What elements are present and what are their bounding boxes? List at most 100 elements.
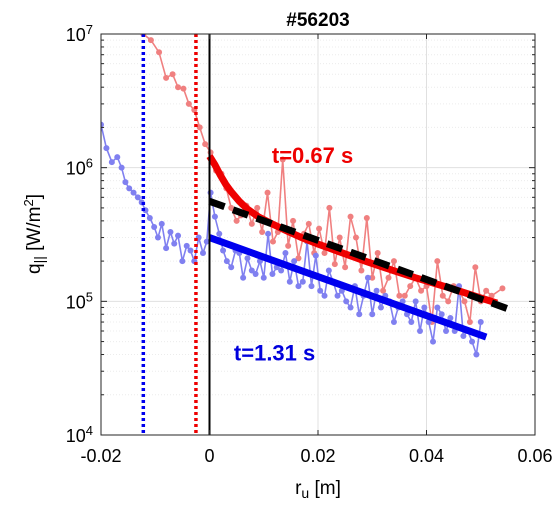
data-point (316, 225, 323, 232)
vertical-lines (141, 34, 211, 435)
data-point (407, 283, 414, 290)
y-axis-label-close: ] (24, 194, 45, 199)
x-tick-label: 0.04 (409, 446, 444, 466)
data-point (122, 179, 129, 186)
data-point (207, 149, 214, 156)
data-point (114, 154, 121, 161)
data-point (185, 100, 192, 107)
data-point (364, 274, 371, 281)
data-point (439, 292, 446, 299)
data-point (134, 194, 141, 201)
data-point (254, 204, 261, 211)
data-point (412, 298, 419, 305)
y-axis-label: q|| [W/m2] (21, 194, 48, 274)
data-point (380, 287, 387, 294)
data-point (203, 238, 210, 245)
y-tick-label-base: 10 (66, 292, 86, 312)
data-point (445, 298, 452, 305)
data-point (211, 213, 218, 220)
data-point (305, 220, 312, 227)
ticks (100, 33, 536, 436)
data-point (408, 319, 415, 326)
data-point (347, 304, 354, 311)
data-point (278, 267, 285, 274)
data-point (390, 258, 397, 265)
data-point (472, 264, 479, 271)
data-point (220, 247, 227, 254)
series-0 (140, 34, 506, 326)
data-point (416, 327, 423, 334)
data-point (260, 274, 267, 281)
data-point (358, 267, 365, 274)
y-tick-label-exponent: 4 (86, 423, 93, 438)
data-point (418, 287, 425, 294)
data-point (434, 304, 441, 311)
data-point (342, 264, 349, 271)
y-tick-label: 107 (66, 22, 93, 46)
data-point (483, 287, 490, 294)
data-point (336, 234, 343, 241)
x-tick-label: 0 (204, 446, 214, 466)
series-4 (208, 234, 488, 341)
y-tick-label: 106 (66, 155, 93, 179)
data-point (130, 189, 137, 196)
x-tick-label: -0.02 (80, 446, 121, 466)
data-point (443, 327, 450, 334)
data-point (343, 298, 350, 305)
data-point (352, 234, 359, 241)
data-point (421, 304, 428, 311)
data-point (248, 220, 255, 227)
data-point (460, 333, 467, 340)
data-point (430, 338, 437, 345)
data-point (286, 278, 293, 285)
series-2 (206, 154, 499, 307)
data-point (279, 156, 286, 163)
data-point (199, 249, 206, 256)
series-1 (101, 121, 484, 358)
data-point (282, 249, 289, 256)
data-point (146, 215, 153, 222)
data-point (477, 319, 484, 326)
x-axis-label-main: r (295, 478, 302, 499)
fit-line (206, 154, 499, 307)
y-tick-label-exponent: 6 (86, 155, 93, 170)
data-point (163, 245, 170, 252)
data-point (216, 230, 223, 237)
data-point (269, 271, 276, 278)
data-point (126, 185, 133, 192)
y-tick-label-exponent: 7 (86, 22, 93, 37)
data-point (390, 319, 397, 326)
data-point (103, 145, 110, 152)
data-point (196, 124, 203, 131)
fit-line (208, 234, 488, 341)
data-point (147, 37, 154, 44)
data-point (499, 285, 506, 292)
data-point (434, 258, 441, 265)
data-point (369, 274, 376, 281)
series-layer (101, 34, 510, 358)
data-point (118, 164, 125, 171)
x-tick-label: 0.06 (517, 446, 552, 466)
data-point (101, 121, 104, 128)
x-tick-labels: -0.02 0 0.02 0.04 0.06 (80, 446, 552, 466)
data-point (223, 258, 230, 265)
data-point (334, 292, 341, 299)
data-point (466, 319, 473, 326)
data-point (438, 311, 445, 318)
data-point (233, 217, 240, 224)
data-point (183, 242, 190, 249)
data-point (167, 229, 174, 236)
data-point (180, 85, 187, 92)
data-point (248, 267, 255, 274)
data-point (374, 249, 381, 256)
data-point (347, 213, 354, 220)
data-point (269, 238, 276, 245)
data-point (312, 252, 319, 259)
y-tick-label-base: 10 (66, 426, 86, 446)
data-point (385, 274, 392, 281)
data-point (363, 215, 370, 222)
data-point (317, 287, 324, 294)
